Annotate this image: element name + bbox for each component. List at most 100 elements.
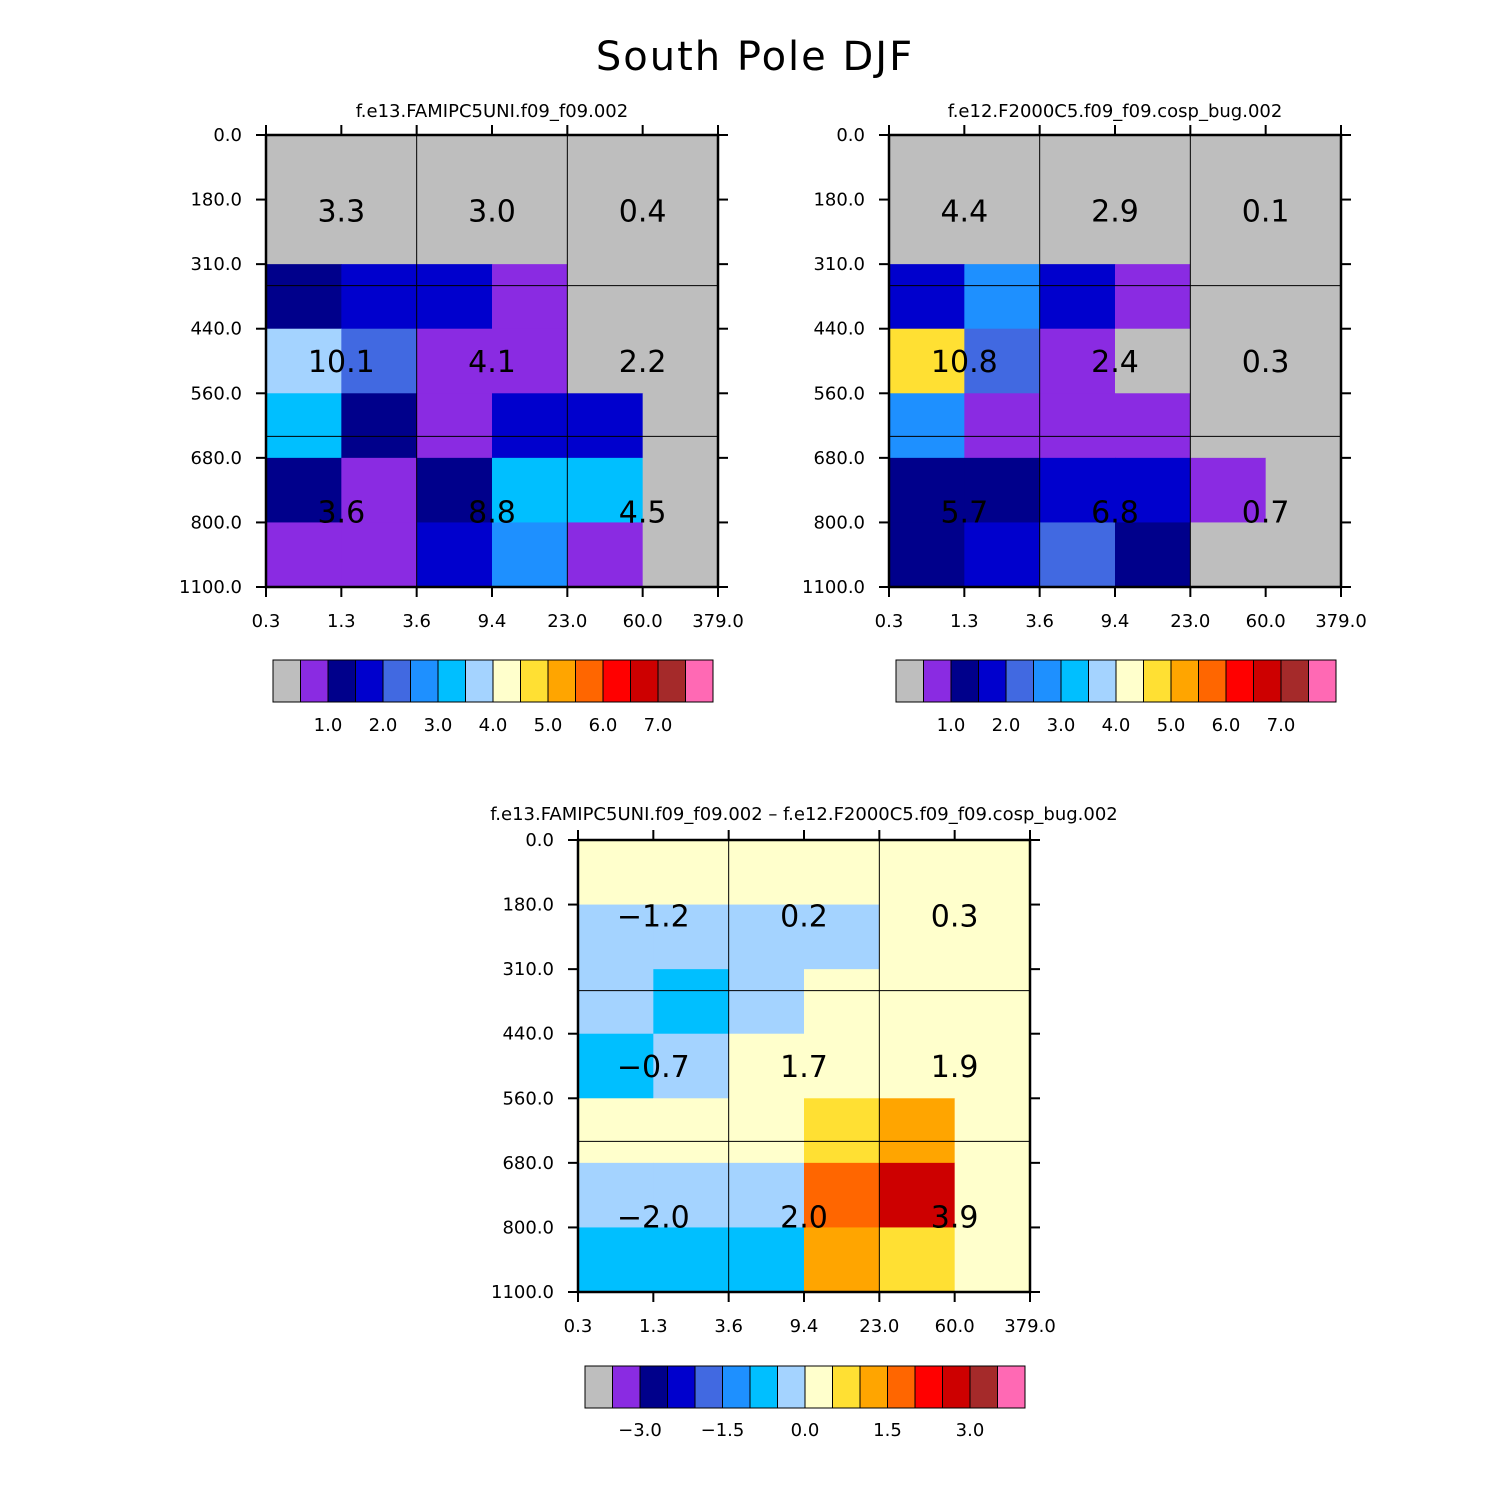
heatmap-cell (954, 969, 1031, 1035)
heatmap-cell (1265, 199, 1342, 265)
heatmap-cell (653, 840, 730, 906)
colorbar-label: 2.0 (369, 715, 398, 736)
y-tick-label: 310.0 (190, 254, 242, 275)
cell-total-label: 4.1 (468, 345, 516, 380)
heatmap-cell (341, 522, 418, 588)
heatmap-cell (804, 904, 880, 970)
heatmap-cell (266, 199, 342, 265)
colorbar-swatch (1143, 659, 1172, 703)
heatmap-cell (416, 522, 493, 588)
heatmap-cell (653, 1227, 730, 1293)
heatmap-cell (492, 199, 568, 265)
y-tick-label: 680.0 (190, 448, 242, 469)
y-tick-label: 800.0 (190, 512, 242, 533)
x-tick-label: 9.4 (1101, 611, 1130, 632)
cell-total-label: 0.1 (1242, 194, 1290, 229)
cell-total-label: 0.2 (780, 899, 828, 934)
colorbar-swatch (437, 659, 466, 703)
colorbar-label: 3.0 (956, 1420, 985, 1441)
heatmap-cell (492, 135, 568, 201)
heatmap-cell (653, 969, 730, 1035)
colorbar-swatch (1115, 659, 1144, 703)
colorbar-label: 3.0 (1047, 715, 1076, 736)
heatmap-cell (1039, 522, 1116, 588)
heatmap-cell (804, 1227, 880, 1293)
heatmap-cell (578, 904, 654, 970)
x-tick-label: 9.4 (478, 611, 507, 632)
x-tick-label: 60.0 (623, 611, 663, 632)
panel-title: f.e13.FAMIPC5UNI.f09_f09.002 (356, 101, 628, 122)
colorbar-swatch (942, 1365, 971, 1409)
heatmap-cell (492, 522, 568, 588)
heatmap-cell (1115, 393, 1191, 459)
x-tick-label: 23.0 (547, 611, 587, 632)
cell-total-label: 10.1 (308, 345, 375, 380)
colorbar-swatch (300, 659, 329, 703)
heatmap-cell (578, 840, 654, 906)
colorbar-swatch (612, 1365, 641, 1409)
y-tick-label: 560.0 (190, 383, 242, 404)
colorbar-swatch (272, 659, 301, 703)
cell-total-label: 3.3 (317, 194, 365, 229)
heatmap-cell (341, 393, 418, 459)
heatmap-cell (804, 969, 880, 1035)
heatmap-cell (492, 328, 568, 394)
colorbar: −3.0 −1.5 0.0 1.5 3.0 (584, 1365, 1026, 1441)
colorbar-swatch (777, 1365, 806, 1409)
cell-total-label: 3.9 (931, 1201, 979, 1236)
heatmap-cell (567, 457, 644, 523)
heatmap-cell (728, 1098, 805, 1164)
heatmap-cell (889, 199, 965, 265)
colorbar-swatch (410, 659, 439, 703)
y-tick-label: 180.0 (190, 190, 242, 211)
y-tick-label: 1100.0 (179, 577, 242, 598)
colorbar-label: −1.5 (701, 1420, 745, 1441)
colorbar-swatch (1280, 659, 1309, 703)
colorbar-swatch (950, 659, 979, 703)
heatmap-cell (341, 199, 418, 265)
cell-total-label: 4.4 (940, 194, 988, 229)
cell-total-label: 0.3 (1242, 345, 1290, 380)
colorbar-label: 1.0 (314, 715, 343, 736)
heatmap-cell (1265, 393, 1342, 459)
heatmap-cell (1039, 199, 1116, 265)
heatmap-cell (889, 393, 965, 459)
colorbar-swatch (859, 1365, 888, 1409)
colorbar-swatch (895, 659, 924, 703)
heatmap-cell (1190, 522, 1267, 588)
heatmap-cell (492, 393, 568, 459)
panel-title: f.e13.FAMIPC5UNI.f09_f09.002 – f.e12.F20… (490, 804, 1117, 825)
cell-total-label: 2.9 (1091, 194, 1139, 229)
colorbar-swatch (1033, 659, 1062, 703)
heatmap-cell (1039, 264, 1116, 330)
y-tick-label: 1100.0 (802, 577, 865, 598)
heatmap-cell (804, 1033, 880, 1099)
heatmap-cell (954, 1162, 1031, 1228)
colorbar-swatch (602, 659, 631, 703)
y-tick-label: 0.0 (525, 830, 554, 851)
y-tick-label: 310.0 (813, 254, 865, 275)
heatmap-cell (567, 264, 644, 330)
colorbar-swatch (1198, 659, 1227, 703)
heatmap-cell (889, 135, 965, 201)
heatmap-cell (266, 135, 342, 201)
colorbar-swatch (1308, 659, 1337, 703)
colorbar-label: 4.0 (479, 715, 508, 736)
heatmap-cell (954, 1033, 1031, 1099)
heatmap-cell (728, 840, 805, 906)
heatmap-cell (416, 457, 493, 523)
cell-total-label: −0.7 (617, 1050, 690, 1085)
y-tick-label: 180.0 (813, 190, 865, 211)
heatmap-cell (492, 264, 568, 330)
colorbar-swatch (584, 1365, 613, 1409)
heatmap-cell (266, 522, 342, 588)
x-tick-label: 379.0 (1004, 1316, 1056, 1337)
colorbar-swatch (887, 1365, 916, 1409)
y-tick-label: 440.0 (190, 319, 242, 340)
heatmap-cell (1115, 522, 1191, 588)
colorbar-swatch (722, 1365, 751, 1409)
heatmap-cell (954, 840, 1031, 906)
x-tick-label: 9.4 (790, 1316, 819, 1337)
heatmap-cell (879, 1098, 956, 1164)
heatmap-cell (416, 199, 493, 265)
